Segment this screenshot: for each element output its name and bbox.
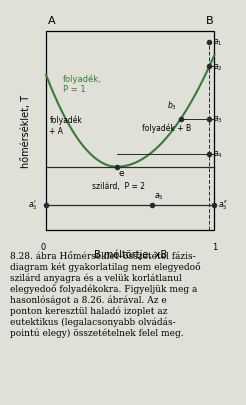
Text: $a_5$: $a_5$ (154, 191, 163, 201)
Text: B móltörtje, xB: B móltörtje, xB (94, 249, 167, 259)
Text: $a_2$: $a_2$ (213, 62, 222, 72)
Text: szilárd,  P = 2: szilárd, P = 2 (92, 182, 145, 191)
Text: 0: 0 (40, 243, 45, 252)
Text: 1: 1 (212, 243, 217, 252)
Text: $b_3$: $b_3$ (168, 99, 177, 112)
Text: $a_4$: $a_4$ (213, 149, 222, 160)
Text: e: e (119, 168, 124, 177)
Text: folyadék
+ A: folyadék + A (49, 115, 82, 135)
Text: folyadék,
P = 1: folyadék, P = 1 (63, 74, 102, 94)
Text: hőmérséklet, T: hőmérséklet, T (21, 95, 31, 168)
Text: $a_3$: $a_3$ (213, 114, 222, 125)
Text: A: A (48, 16, 55, 26)
Text: 8.28. ábra Hőmérséklet–összetétel fázis-
diagram két gyakorlatilag nem elegyedoő: 8.28. ábra Hőmérséklet–összetétel fázis-… (10, 251, 200, 337)
Text: $a_1$: $a_1$ (213, 38, 222, 48)
Text: $a_5'$: $a_5'$ (28, 198, 38, 212)
Text: B: B (206, 16, 214, 26)
Text: folyadék + B: folyadék + B (142, 123, 191, 132)
Text: $a_5''$: $a_5''$ (218, 198, 228, 212)
